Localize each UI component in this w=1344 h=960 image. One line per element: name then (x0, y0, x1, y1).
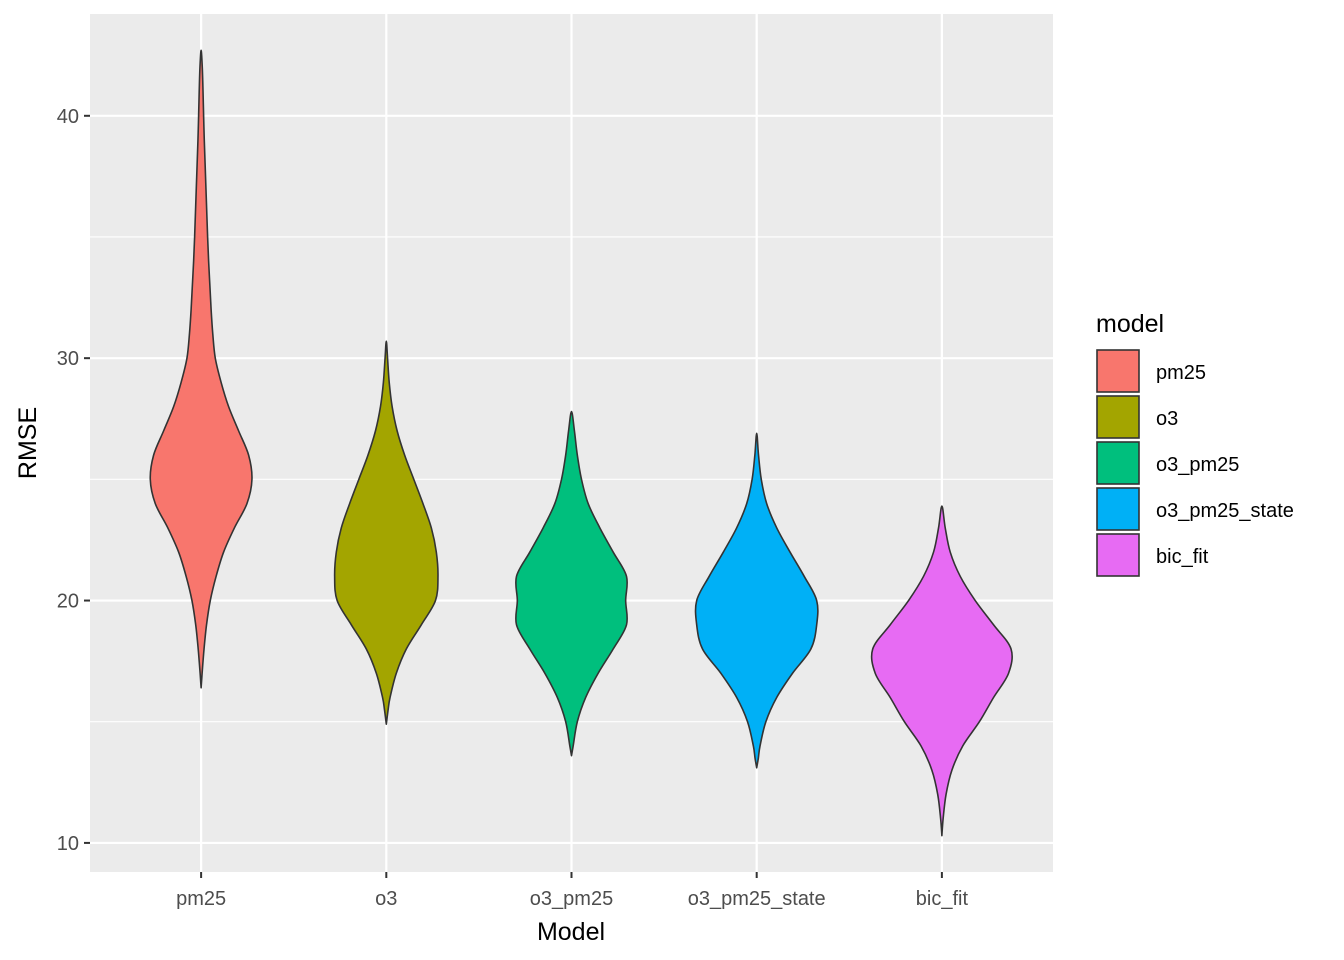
legend-key-o3_pm25 (1096, 441, 1140, 485)
y-tick-label-1: 20 (57, 591, 79, 613)
violin-o3 (333, 340, 439, 725)
legend-title: model (1096, 310, 1164, 338)
y-tick-label-2: 30 (57, 348, 79, 370)
y-axis-title: RMSE (14, 407, 42, 479)
x-axis: pm25 o3 o3_pm25 o3_pm25_state bic_fit (176, 872, 968, 910)
legend-key-bic_fit (1096, 533, 1140, 577)
legend-key-pm25 (1096, 349, 1140, 393)
x-tick-label-bic_fit: bic_fit (916, 888, 969, 910)
x-tick-label-o3: o3 (375, 888, 397, 910)
y-tick-label-0: 10 (57, 833, 79, 855)
legend-label-o3: o3 (1156, 408, 1178, 430)
x-tick-label-pm25: pm25 (176, 888, 226, 910)
violin-pm25 (149, 49, 253, 689)
legend-label-o3_pm25: o3_pm25 (1156, 454, 1239, 476)
legend-label-o3_pm25_state: o3_pm25_state (1156, 500, 1294, 522)
x-axis-title: Model (537, 918, 605, 946)
legend-label-bic_fit: bic_fit (1156, 546, 1209, 568)
violin-o3_pm25_state (694, 432, 819, 769)
x-tick-label-o3_pm25: o3_pm25 (530, 888, 613, 910)
legend-label-pm25: pm25 (1156, 362, 1206, 384)
legend-key-o3 (1096, 395, 1140, 439)
legend: model pm25 o3 o3_pm25 o3_pm25_state bic_fit (1096, 310, 1294, 577)
y-axis: 10 20 30 40 (57, 106, 90, 855)
violin-bic_fit (870, 505, 1013, 837)
legend-key-o3_pm25_state (1096, 487, 1140, 531)
x-tick-label-o3_pm25_state: o3_pm25_state (688, 888, 826, 910)
violin-o3_pm25 (514, 410, 629, 757)
violins (149, 49, 1013, 837)
y-tick-label-3: 40 (57, 106, 79, 128)
